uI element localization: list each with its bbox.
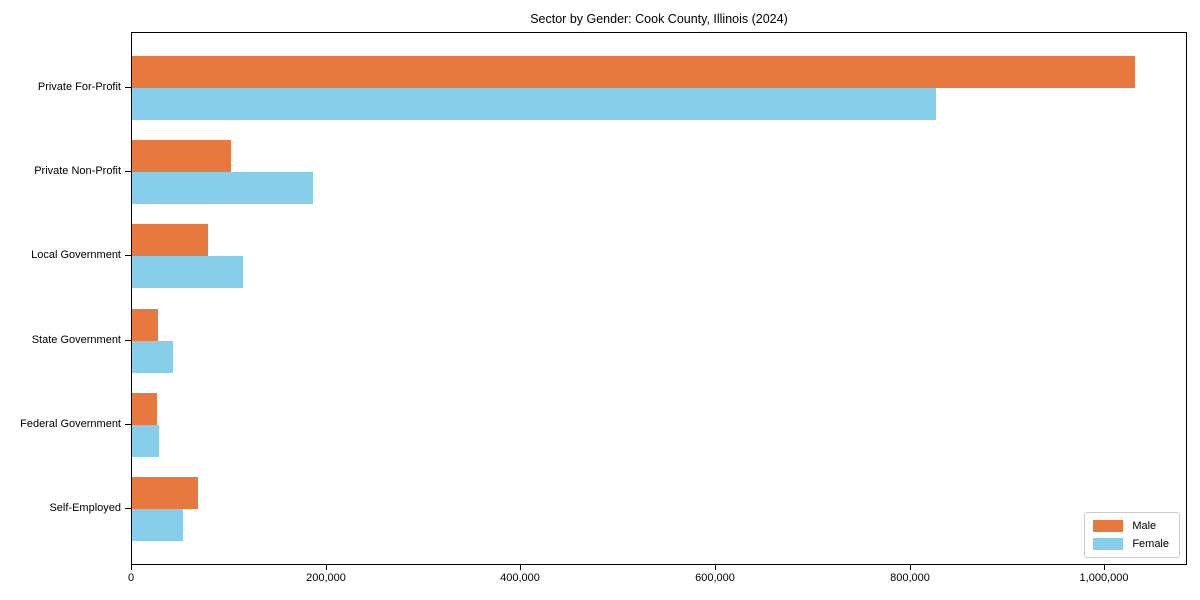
y-tick-label: Federal Government (20, 418, 121, 430)
bar-female-1 (132, 172, 313, 204)
x-tick-mark (910, 565, 911, 570)
x-tick-mark (131, 565, 132, 570)
bar-female-2 (132, 256, 243, 288)
y-tick-label: Local Government (31, 249, 121, 261)
y-tick-label: Private Non-Profit (34, 165, 121, 177)
bar-male-5 (132, 477, 198, 509)
x-tick-mark (1104, 565, 1105, 570)
y-tick-mark (125, 87, 131, 88)
y-tick-mark (125, 340, 131, 341)
x-tick-mark (715, 565, 716, 570)
legend-item-female: Female (1093, 538, 1169, 550)
chart-title: Sector by Gender: Cook County, Illinois … (530, 12, 788, 26)
y-tick-mark (125, 424, 131, 425)
legend-swatch-female (1093, 538, 1124, 550)
x-tick-label: 400,000 (500, 572, 540, 584)
y-tick-mark (125, 171, 131, 172)
x-tick-mark (520, 565, 521, 570)
legend-swatch-male (1093, 520, 1124, 532)
bar-female-5 (132, 509, 183, 541)
bar-female-0 (132, 88, 936, 120)
bar-male-0 (132, 56, 1135, 88)
bar-male-2 (132, 224, 208, 256)
legend-label: Female (1132, 538, 1169, 550)
bar-male-4 (132, 393, 157, 425)
bar-male-3 (132, 309, 158, 341)
plot-area: Male Female (131, 32, 1187, 565)
y-tick-mark (125, 508, 131, 509)
y-tick-label: Private For-Profit (37, 81, 121, 93)
bar-male-1 (132, 140, 231, 172)
x-tick-label: 600,000 (695, 572, 735, 584)
x-tick-label: 200,000 (306, 572, 346, 584)
x-tick-mark (326, 565, 327, 570)
x-tick-label: 800,000 (890, 572, 930, 584)
bar-female-3 (132, 341, 173, 373)
legend-item-male: Male (1093, 520, 1169, 532)
x-tick-label: 1,000,000 (1079, 572, 1129, 584)
legend-label: Male (1132, 520, 1157, 532)
y-tick-label: Self-Employed (49, 502, 121, 514)
y-tick-label: State Government (31, 334, 121, 346)
y-tick-mark (125, 255, 131, 256)
x-tick-label: 0 (127, 572, 135, 584)
bar-female-4 (132, 425, 159, 457)
legend: Male Female (1084, 512, 1180, 558)
